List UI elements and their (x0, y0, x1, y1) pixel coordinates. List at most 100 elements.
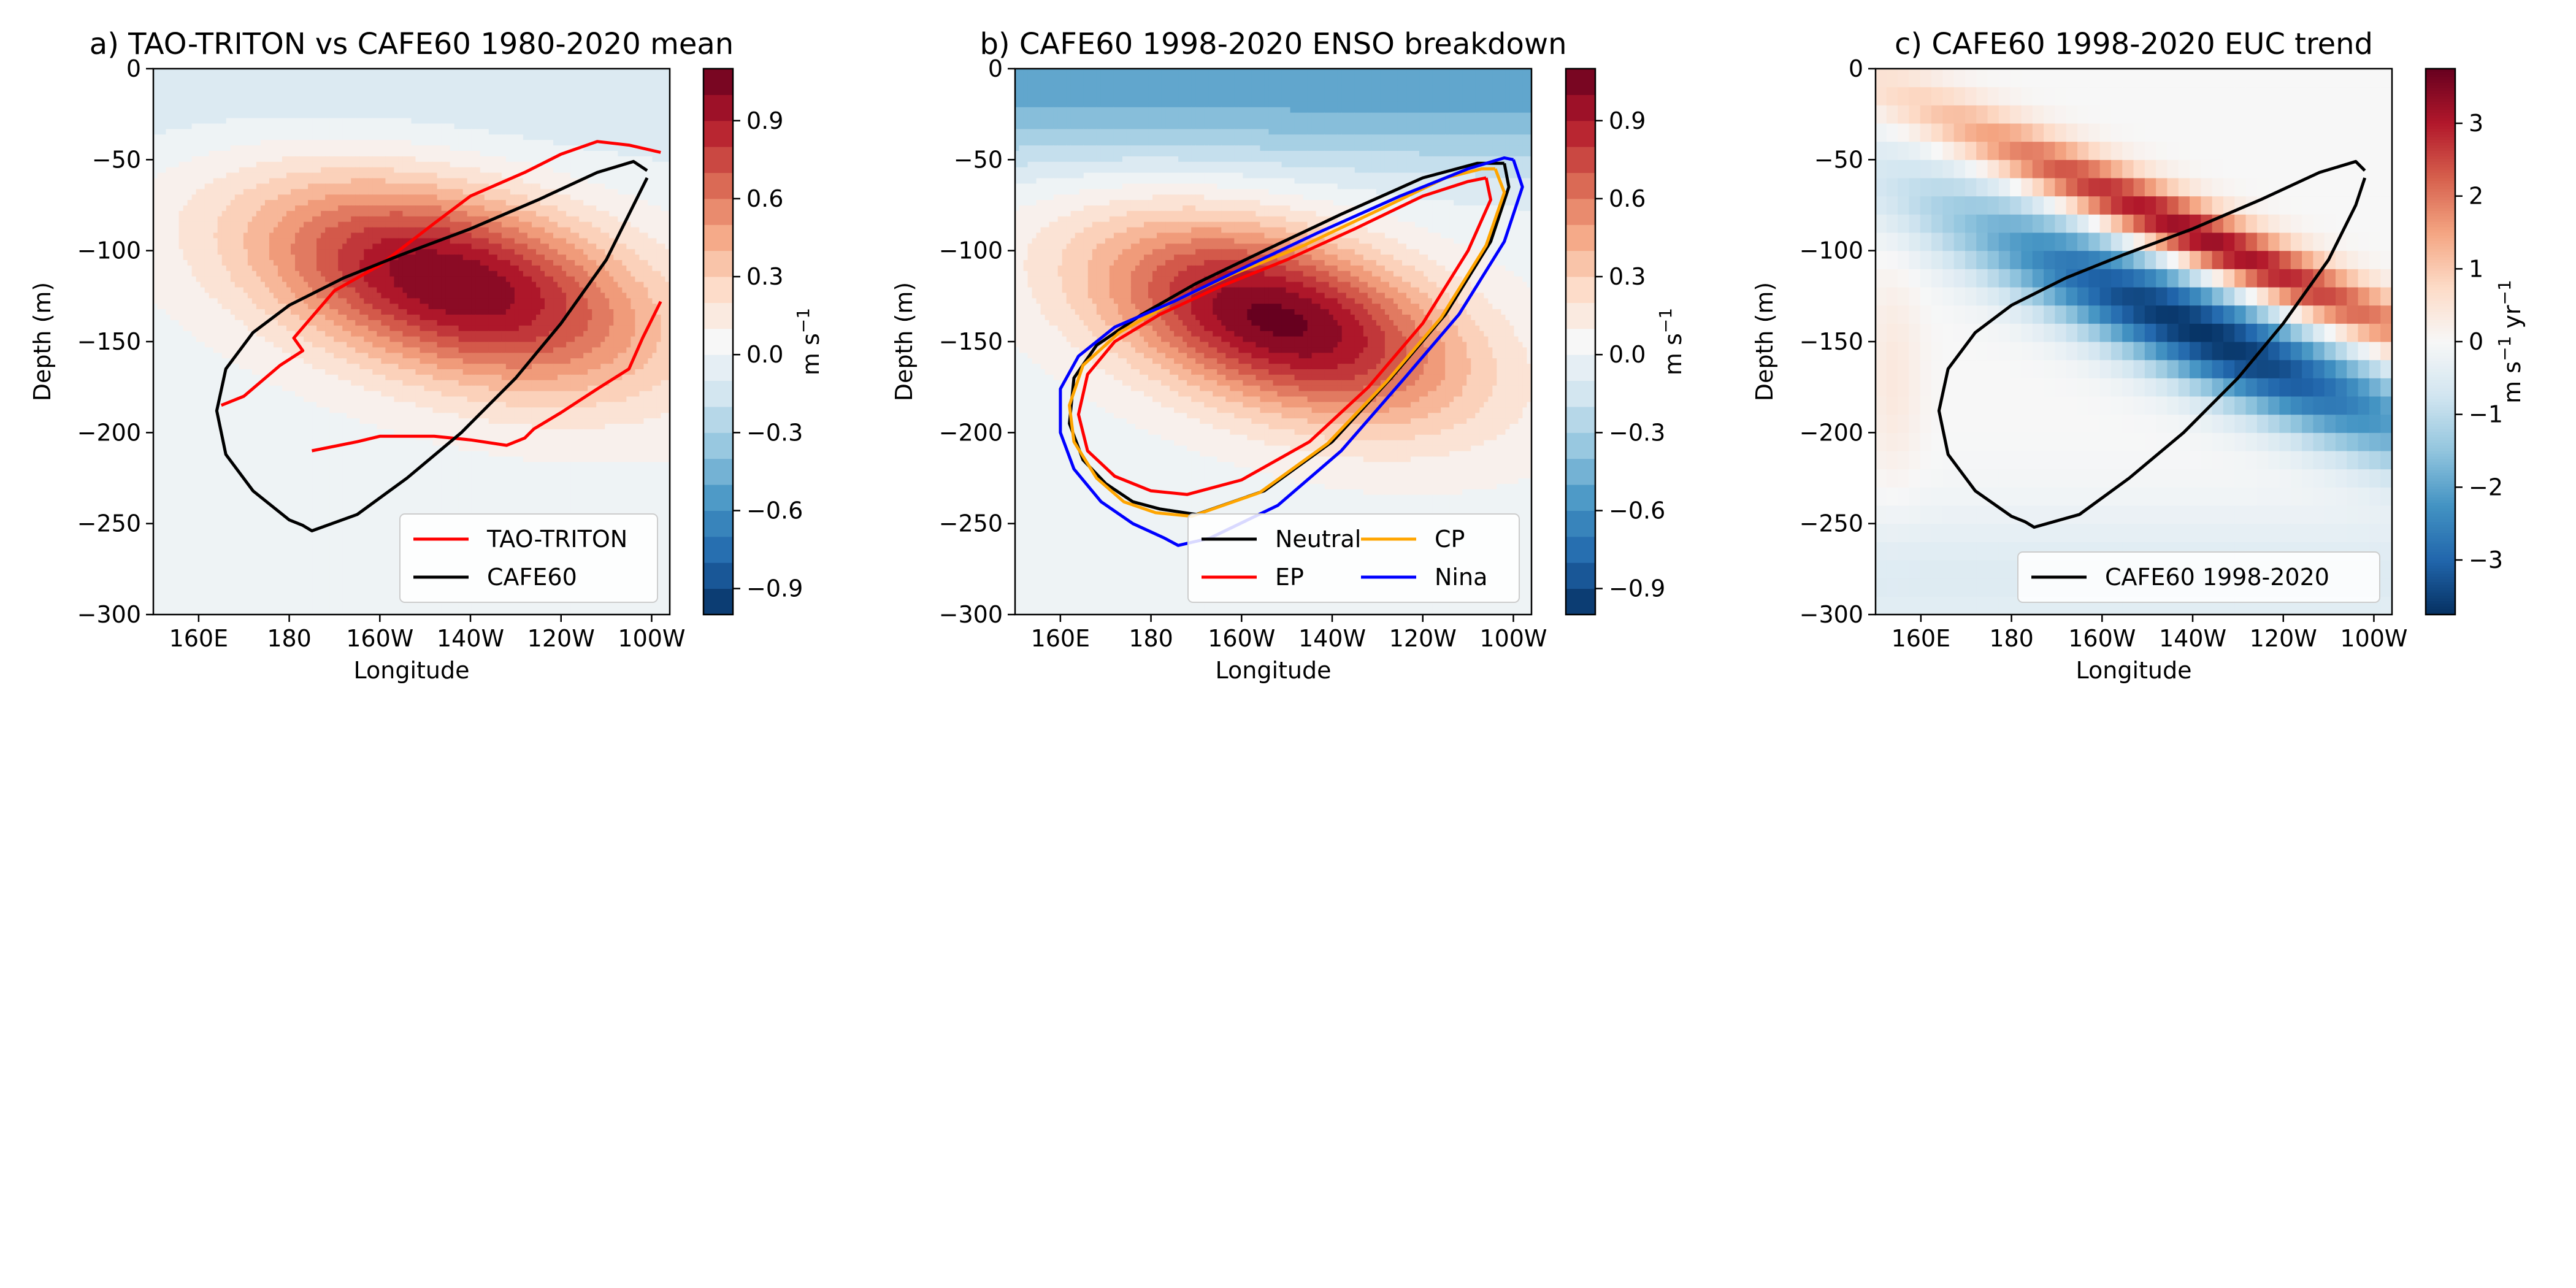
colorbar-segment (2426, 379, 2455, 383)
colorbar-segment (2426, 453, 2455, 457)
colorbar-segment (703, 94, 733, 121)
colorbar-segment (2426, 166, 2455, 171)
colorbar-segment (2426, 194, 2455, 197)
colorbar-segment (2426, 286, 2455, 290)
colorbar-tick-label: 0.6 (1609, 185, 1646, 212)
colorbar-segment (1566, 198, 1595, 225)
y-tick-label: −250 (77, 510, 141, 537)
colorbar-segment (2426, 328, 2455, 331)
colorbar-segment (2426, 335, 2455, 340)
colorbar-segment (2426, 262, 2455, 266)
chart-title: c) CAFE60 1998-2020 EUC trend (1895, 27, 2373, 61)
x-tick-label: 160W (346, 625, 413, 652)
colorbar-tick-label: 2 (2469, 183, 2483, 210)
colorbar-segment (2426, 248, 2455, 252)
colorbar-segment (2426, 169, 2455, 173)
colorbar-segment (2426, 445, 2455, 449)
colorbar-segment (2426, 431, 2455, 435)
colorbar-segment (2426, 611, 2455, 615)
colorbar-tick-label: −0.9 (746, 575, 803, 602)
colorbar-segment (2426, 551, 2455, 555)
colorbar-segment (2426, 101, 2455, 105)
colorbar-segment (2426, 112, 2455, 116)
colorbar-segment (2426, 483, 2455, 487)
x-tick-label: 160E (169, 625, 229, 652)
y-tick-label: −50 (1814, 146, 1863, 173)
y-tick-label: −150 (77, 328, 141, 355)
colorbar-segment (2426, 316, 2455, 320)
colorbar-frame (1565, 67, 1597, 616)
colorbar-segment (2426, 264, 2455, 269)
colorbar-segment (2426, 518, 2455, 523)
colorbar-segment (2426, 319, 2455, 323)
colorbar-segment (1566, 302, 1595, 329)
colorbar-segment (2426, 349, 2455, 353)
colorbar-segment (2426, 420, 2455, 424)
colorbar-segment (2426, 270, 2455, 274)
colorbar-segment (703, 380, 733, 407)
colorbar-tick-label: −3 (2469, 546, 2503, 573)
legend-frame (1187, 513, 1520, 603)
colorbar-segment (2426, 177, 2455, 181)
colorbar-segment (2426, 488, 2455, 493)
colorbar-segment (703, 432, 733, 459)
panel-1: 160E 180 160W 140W 120W 100W 0 −50 −100 −150 −200 −… (29, 27, 824, 684)
colorbar-segment (2426, 311, 2455, 315)
colorbar-segment (2426, 87, 2455, 91)
x-axis-label: Longitude (354, 657, 470, 684)
colorbar-segment (703, 536, 733, 563)
colorbar-tick-label: 0.9 (1609, 107, 1646, 134)
colorbar-segment (2426, 199, 2455, 203)
colorbar-segment (2426, 305, 2455, 310)
colorbar-segment (2426, 333, 2455, 337)
colorbar-segment (2426, 537, 2455, 542)
colorbar-segment (703, 250, 733, 277)
colorbar-segment (1566, 250, 1595, 277)
colorbar-segment (703, 120, 733, 147)
colorbar-segment (2426, 259, 2455, 263)
colorbar-segment (2426, 513, 2455, 517)
colorbar-segment (2426, 207, 2455, 211)
colorbar-segment (2426, 339, 2455, 342)
colorbar-segment (2426, 439, 2455, 443)
colorbar-segment (2426, 486, 2455, 489)
legend-label: CAFE60 (487, 564, 577, 591)
colorbar-segment (703, 224, 733, 251)
colorbar-segment (2426, 532, 2455, 536)
colorbar-segment (2426, 423, 2455, 427)
colorbar-segment (1566, 562, 1595, 589)
colorbar-segment (2426, 125, 2455, 129)
colorbar-segment (2426, 226, 2455, 231)
x-tick-label: 100W (1479, 625, 1547, 652)
colorbar-segment (2426, 377, 2455, 380)
legend-label: TAO-TRITON (486, 526, 627, 553)
colorbar-segment (2426, 521, 2455, 525)
colorbar-segment (2426, 341, 2455, 345)
colorbar-segment (2426, 442, 2455, 446)
y-tick-label: −150 (939, 328, 1003, 355)
colorbar-segment (703, 146, 733, 174)
colorbar-segment (2426, 412, 2455, 416)
colorbar-segment (2426, 147, 2455, 151)
colorbar-segment (703, 458, 733, 485)
colorbar-tick-label: 1 (2469, 255, 2483, 282)
colorbar-segment (1566, 224, 1595, 251)
colorbar-segment (2426, 385, 2455, 389)
colorbar-segment (2426, 396, 2455, 399)
colorbar-segment (2426, 565, 2455, 569)
series-cafe60-1998-2020-line (1937, 159, 2367, 529)
colorbar-tick-label: 0.0 (1609, 341, 1646, 368)
colorbar-segment (2426, 117, 2455, 121)
colorbar-segment (2426, 104, 2455, 107)
colorbar-segment (2426, 587, 2455, 591)
series-cp-line (1068, 167, 1506, 518)
colorbar-tick-label: −0.6 (746, 497, 803, 524)
y-tick-label: −100 (1800, 237, 1863, 264)
colorbar-tick-label: 0.0 (746, 341, 783, 368)
colorbar-segment (2426, 347, 2455, 350)
colorbar: 0.9 0.6 0.3 0.0 −0.3 −0.6 −0.9 m s−1 (1565, 67, 1687, 616)
colorbar-segment (2426, 153, 2455, 156)
colorbar-segment (2426, 510, 2455, 514)
colorbar-tick-label: −0.6 (1609, 497, 1665, 524)
colorbar-tick-label: −0.3 (746, 419, 803, 446)
